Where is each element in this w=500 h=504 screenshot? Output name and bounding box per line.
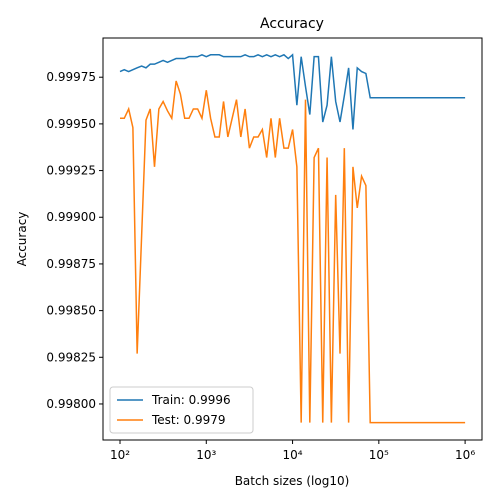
y-axis-label: Accuracy [15, 212, 29, 267]
legend-label: Test: 0.9979 [151, 413, 225, 427]
x-tick-label: 10⁴ [283, 448, 303, 462]
y-tick-label: 0.99875 [46, 257, 96, 271]
data-line [120, 80, 466, 424]
y-tick-label: 0.99800 [46, 397, 96, 411]
x-tick-label: 10⁶ [455, 448, 475, 462]
x-axis-label: Batch sizes (log10) [235, 474, 350, 488]
y-tick-label: 0.99925 [46, 164, 96, 178]
x-tick-label: 10³ [196, 448, 216, 462]
legend-box [109, 386, 254, 434]
y-tick-label: 0.99900 [46, 210, 96, 224]
chart-title: Accuracy [260, 16, 324, 32]
y-tick-label: 0.99825 [46, 350, 96, 364]
x-tick-label: 10² [110, 448, 130, 462]
data-line [119, 53, 466, 130]
y-tick-label: 0.99950 [46, 117, 96, 131]
x-tick-label: 10⁵ [369, 448, 389, 462]
y-tick-label: 0.99975 [46, 70, 96, 84]
y-tick-label: 0.99850 [46, 304, 96, 318]
legend-label: Train: 0.9996 [151, 393, 231, 407]
plot-frame [102, 37, 483, 441]
